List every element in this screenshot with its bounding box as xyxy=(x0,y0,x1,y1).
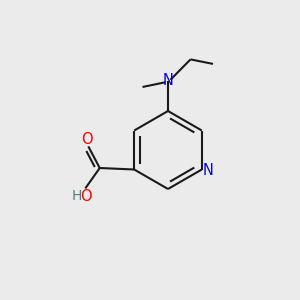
Text: N: N xyxy=(163,73,173,88)
Text: O: O xyxy=(80,189,92,204)
Text: N: N xyxy=(203,163,214,178)
Text: H: H xyxy=(71,189,82,203)
Text: O: O xyxy=(82,132,93,147)
